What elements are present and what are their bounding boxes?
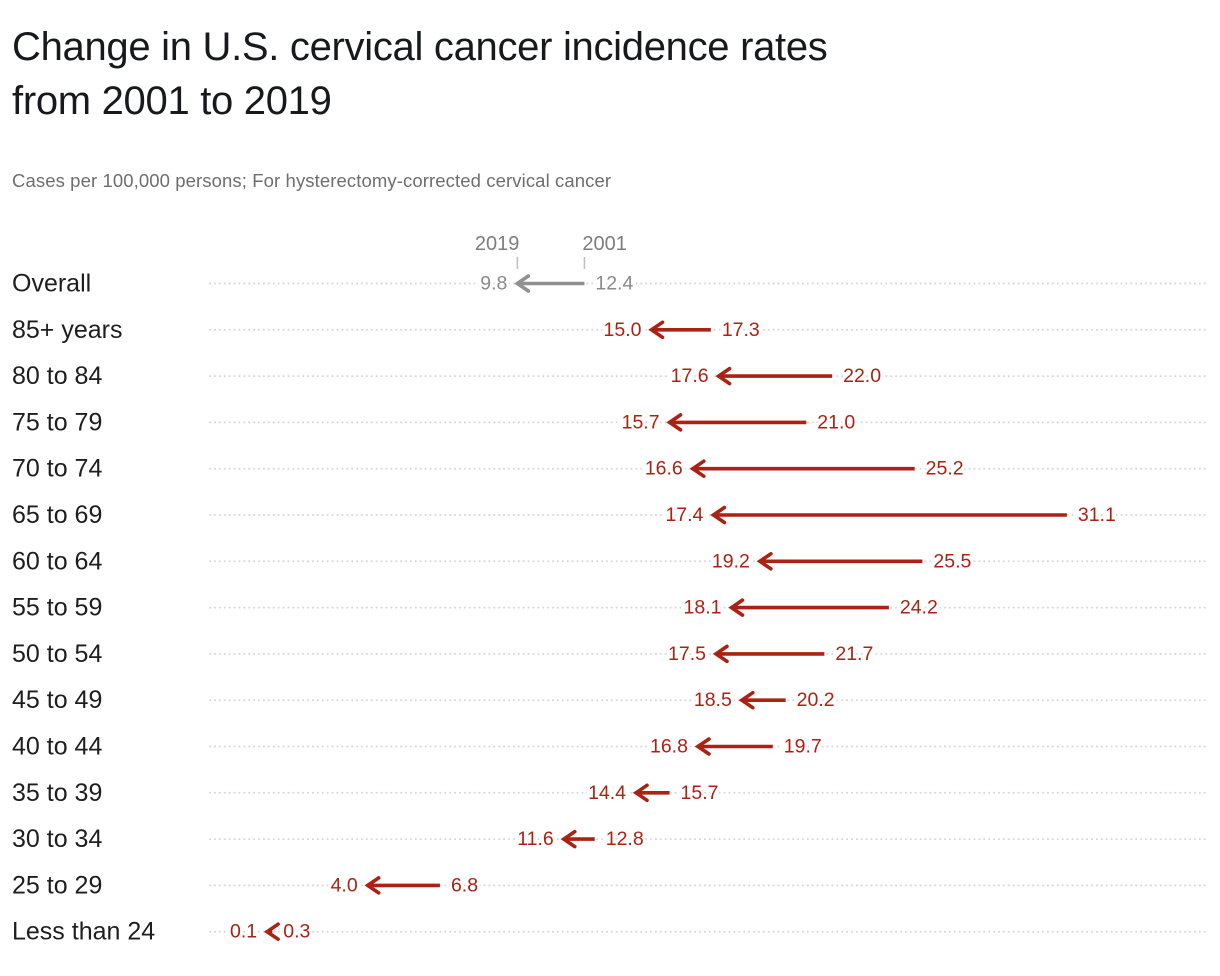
value-label-2019: 17.5 [668, 643, 706, 665]
chart-row: 9.8 12.4 Overall [12, 270, 1209, 298]
chart-row: 19.2 25.5 60 to 64 [12, 547, 1209, 575]
chart-row: 0.1 0.3 Less than 24 [12, 918, 1209, 946]
arrow-head-icon [632, 783, 649, 803]
chart-row: 16.8 19.7 40 to 44 [12, 733, 1209, 761]
arrow-head-icon [710, 505, 727, 525]
arrow-head-icon [715, 366, 732, 386]
value-label-2019: 19.2 [712, 550, 750, 572]
row-label: 75 to 79 [12, 408, 102, 436]
chart-row: 15.7 21.0 75 to 79 [12, 408, 1209, 436]
value-label-2019: 9.8 [480, 273, 507, 295]
arrow-head-icon [689, 459, 706, 478]
value-label-2001: 22.0 [843, 365, 881, 387]
value-label-2001: 12.4 [595, 273, 633, 295]
value-label-2001: 20.2 [797, 689, 835, 711]
arrow-head-icon [648, 320, 665, 340]
value-label-2019: 0.1 [230, 921, 257, 943]
value-label-2001: 6.8 [451, 874, 478, 896]
row-label: 40 to 44 [12, 733, 102, 761]
value-label-2001: 17.3 [722, 319, 760, 341]
value-label-2019: 17.4 [665, 504, 703, 526]
page-title: Change in U.S. cervical cancer incidence… [12, 20, 828, 128]
row-label: 50 to 54 [12, 640, 102, 668]
chart-row: 18.5 20.2 45 to 49 [12, 686, 1209, 714]
row-label: 65 to 69 [12, 501, 102, 529]
row-label: Less than 24 [12, 918, 155, 946]
value-label-2019: 18.1 [684, 597, 722, 619]
arrow-head-icon [263, 922, 280, 941]
value-label-2001: 15.7 [681, 782, 719, 804]
value-label-2019: 11.6 [517, 828, 554, 850]
value-label-2019: 14.4 [588, 782, 626, 804]
value-label-2019: 15.0 [604, 319, 642, 341]
value-label-2019: 4.0 [331, 874, 358, 896]
value-label-2019: 16.6 [645, 458, 683, 480]
arrow-head-icon [666, 413, 683, 432]
row-label: 35 to 39 [12, 779, 102, 807]
row-label: 25 to 29 [12, 871, 102, 899]
chart-row: 16.6 25.2 70 to 74 [12, 455, 1209, 483]
row-label: 45 to 49 [12, 686, 102, 714]
row-label: 85+ years [12, 316, 123, 344]
chart-subtitle: Cases per 100,000 persons; For hysterect… [12, 170, 612, 191]
value-label-2019: 18.5 [694, 689, 732, 711]
value-label-2019: 15.7 [622, 411, 660, 433]
page-title-line2: from 2001 to 2019 [12, 79, 332, 123]
chart-row: 17.5 21.7 50 to 54 [12, 640, 1209, 668]
arrow-head-icon [560, 829, 577, 849]
arrow-head-icon [712, 644, 729, 664]
value-label-2001: 31.1 [1078, 504, 1116, 526]
arrow-head-icon [756, 552, 773, 571]
axis-year-label-2019: 2019 [475, 233, 520, 255]
value-label-2001: 25.5 [933, 550, 971, 572]
arrow-head-icon [364, 876, 381, 895]
arrow-head-icon [694, 737, 711, 756]
page-title-line1: Change in U.S. cervical cancer incidence… [12, 25, 828, 69]
arrow-head-icon [514, 274, 531, 293]
value-label-2001: 12.8 [606, 828, 644, 850]
row-label: 60 to 64 [12, 547, 102, 575]
value-label-2019: 16.8 [650, 736, 688, 758]
row-label: Overall [12, 270, 91, 298]
arrow-head-icon [738, 690, 755, 710]
value-label-2019: 17.6 [671, 365, 709, 387]
value-label-2001: 19.7 [784, 736, 822, 758]
chart-row: 15.0 17.3 85+ years [12, 316, 1209, 344]
value-label-2001: 21.0 [817, 411, 855, 433]
value-label-2001: 0.3 [283, 921, 310, 943]
value-label-2001: 24.2 [900, 597, 938, 619]
chart-row: 18.1 24.2 55 to 59 [12, 594, 1209, 622]
value-label-2001: 25.2 [926, 458, 964, 480]
row-label: 70 to 74 [12, 455, 102, 483]
chart-row: 4.0 6.8 25 to 29 [12, 871, 1209, 899]
chart-row: 17.4 31.1 65 to 69 [12, 501, 1209, 529]
row-label: 55 to 59 [12, 594, 102, 622]
row-label: 30 to 34 [12, 825, 102, 853]
chart-row: 11.6 12.8 30 to 34 [12, 825, 1209, 853]
row-label: 80 to 84 [12, 362, 102, 390]
chart-row: 17.6 22.0 80 to 84 [12, 362, 1209, 390]
value-label-2001: 21.7 [835, 643, 873, 665]
axis-year-label-2001: 2001 [582, 233, 627, 255]
chart-row: 14.4 15.7 35 to 39 [12, 779, 1209, 807]
arrow-head-icon [728, 598, 745, 617]
